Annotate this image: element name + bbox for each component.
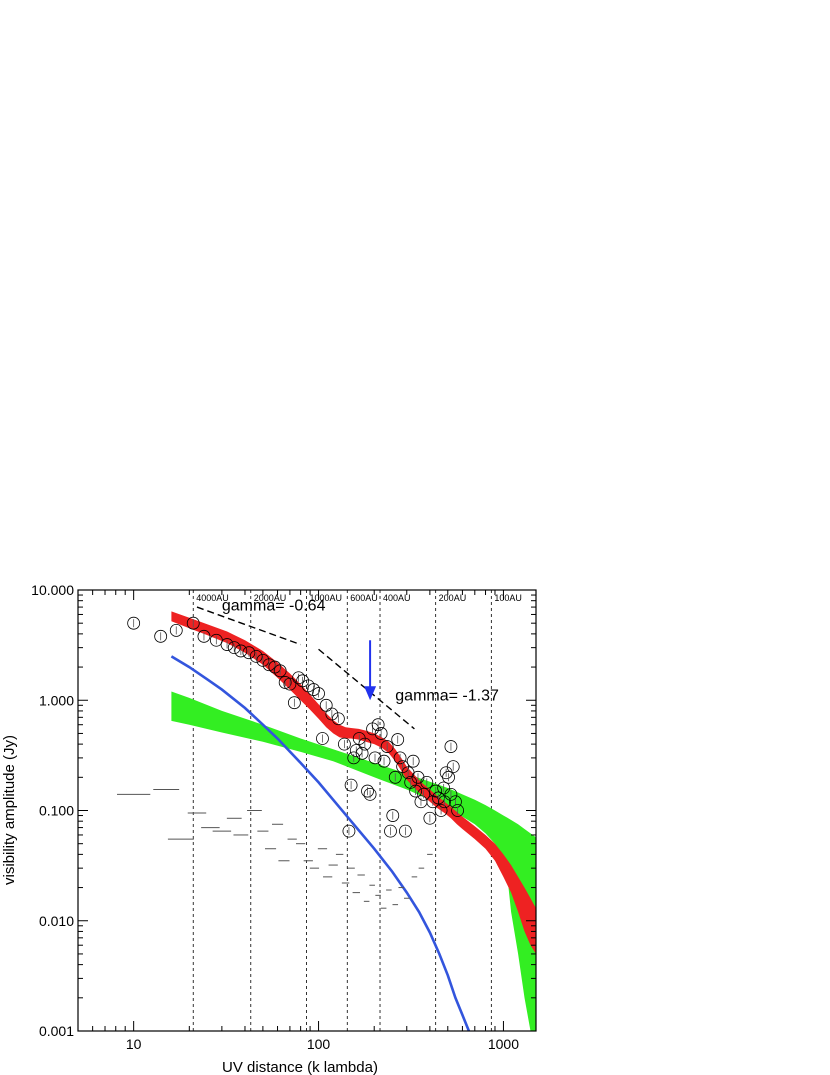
data-point xyxy=(384,824,397,838)
power-law-line-1 xyxy=(196,606,301,646)
data-point xyxy=(437,781,451,795)
data-point xyxy=(420,775,434,789)
data-point xyxy=(227,641,241,655)
scale-label-4000AU: 4000AU xyxy=(196,593,229,603)
x-tick-label-1000: 1000 xyxy=(488,1036,519,1052)
annotation-gamma-2: gamma= -1.37 xyxy=(395,687,499,704)
data-point xyxy=(391,733,405,746)
data-point xyxy=(197,629,211,643)
data-point xyxy=(371,718,385,732)
data-point xyxy=(344,778,358,792)
y-tick-label-0.010: 0.010 xyxy=(39,913,74,929)
blue-model-curve xyxy=(170,655,471,1031)
scale-label-1000AU: 1000AU xyxy=(309,593,342,603)
power-law-lines xyxy=(196,606,415,730)
data-point xyxy=(388,770,402,784)
arrow-marker xyxy=(364,640,377,701)
scale-lines xyxy=(192,590,492,1031)
data-point xyxy=(273,664,287,678)
y-tick-label-1.000: 1.000 xyxy=(39,692,74,708)
data-point xyxy=(325,707,339,721)
scale-label-2000AU: 2000AU xyxy=(254,593,287,603)
y-tick-label-0.100: 0.100 xyxy=(39,803,74,819)
data-point xyxy=(380,740,394,753)
data-point xyxy=(307,683,320,696)
data-point xyxy=(442,770,455,784)
scale-labels: 4000AU 2000AU 1000AU 600AU 400AU 200AU 100AU xyxy=(196,593,522,603)
data-point xyxy=(169,624,183,637)
data-point xyxy=(278,676,292,689)
data-point xyxy=(154,629,168,643)
data-point xyxy=(444,740,458,753)
data-point xyxy=(451,804,464,817)
data-point xyxy=(331,712,345,726)
data-point xyxy=(409,784,423,798)
data-point xyxy=(338,737,351,751)
data-point xyxy=(444,787,458,801)
red-band xyxy=(171,611,536,954)
data-point xyxy=(358,737,372,751)
data-point xyxy=(449,795,462,809)
data-point xyxy=(316,732,329,745)
data-points xyxy=(127,616,464,838)
blue-curve-line xyxy=(170,655,471,1031)
data-point xyxy=(355,746,369,760)
scale-label-200AU: 200AU xyxy=(439,593,467,603)
axes: 10 100 1000 10.000 1.000 0.100 0.010 0.001 xyxy=(31,582,537,1052)
data-point xyxy=(438,795,451,809)
model-bands xyxy=(171,611,536,1031)
data-point xyxy=(377,754,391,768)
y-tick-label-10.000: 10.000 xyxy=(31,582,74,598)
data-point xyxy=(406,754,420,768)
x-axis-title: UV distance (k lambda) xyxy=(222,1059,378,1075)
data-point xyxy=(249,649,263,663)
data-point xyxy=(429,784,443,798)
y-tick-label-0.001: 0.001 xyxy=(39,1023,74,1039)
data-point xyxy=(242,646,256,660)
scale-label-100AU: 100AU xyxy=(494,593,522,603)
green-band xyxy=(171,691,536,1031)
upper-limit-points xyxy=(117,789,433,909)
data-point xyxy=(347,751,361,765)
data-point xyxy=(423,811,437,825)
data-point xyxy=(399,824,412,838)
power-law-line-2 xyxy=(318,648,415,730)
arrow-head xyxy=(364,686,377,701)
annotations: gamma= -0.64 gamma= -1.37 xyxy=(222,598,499,705)
data-point xyxy=(287,696,301,710)
data-point xyxy=(386,809,400,822)
data-point xyxy=(234,644,248,658)
data-point xyxy=(283,677,297,691)
data-point xyxy=(312,687,325,700)
data-point xyxy=(186,616,200,630)
data-point xyxy=(374,727,388,740)
data-point xyxy=(417,787,431,801)
y-axis-title: visibility amplitude (Jy) xyxy=(1,735,18,885)
data-point xyxy=(220,638,234,651)
x-tick-label-100: 100 xyxy=(307,1036,331,1052)
annotation-gamma-1: gamma= -0.64 xyxy=(222,598,326,615)
scale-label-400AU: 400AU xyxy=(383,593,411,603)
scale-label-600AU: 600AU xyxy=(350,593,378,603)
data-point xyxy=(446,760,460,774)
data-point xyxy=(361,784,374,798)
data-point xyxy=(342,824,356,838)
x-tick-label-10: 10 xyxy=(126,1036,142,1052)
data-point xyxy=(292,671,305,685)
data-point xyxy=(393,751,407,765)
data-point xyxy=(368,751,382,765)
data-point xyxy=(434,804,448,817)
data-point xyxy=(127,616,141,630)
data-point xyxy=(363,787,377,801)
